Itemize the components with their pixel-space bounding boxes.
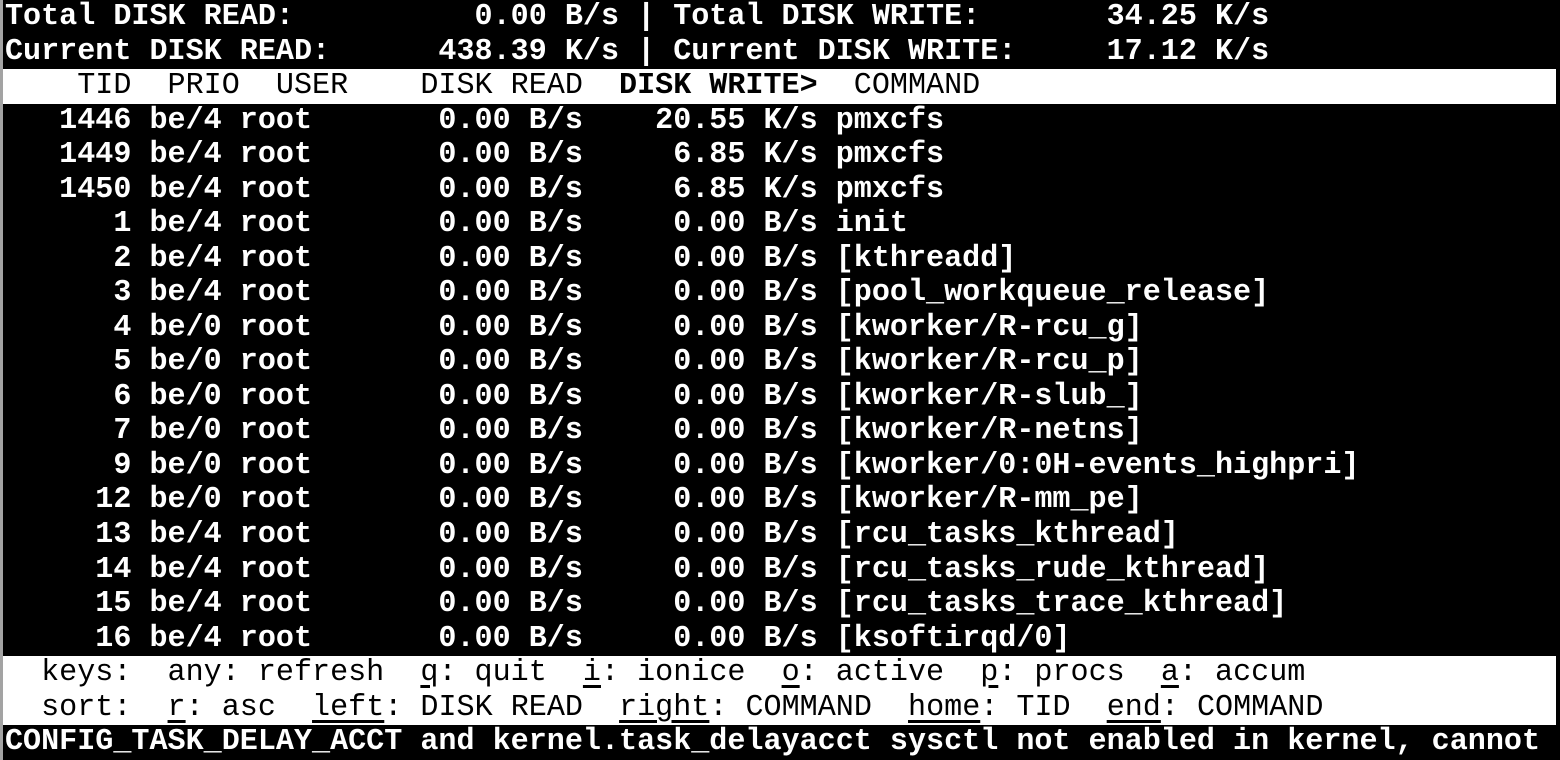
process-row: 5 be/0 root 0.00 B/s 0.00 B/s [kworker/R…	[5, 345, 1143, 380]
help-text: : DISK READ	[384, 690, 620, 725]
help-text: : procs	[998, 656, 1161, 691]
hotkey-right: right	[619, 690, 710, 725]
terminal-left-edge	[0, 0, 3, 760]
status-message-bar: CONFIG_TASK_DELAY_ACCT and kernel.task_d…	[5, 725, 1541, 760]
hotkey-p: p	[980, 656, 999, 691]
process-row: 1446 be/4 root 0.00 B/s 20.55 K/s pmxcfs	[5, 103, 945, 138]
help-text: : accum	[1178, 656, 1306, 691]
process-row: 2 be/4 root 0.00 B/s 0.00 B/s [kthreadd]	[5, 241, 1017, 276]
sort-help-bar: sort: r: asc left: DISK READ right: COMM…	[3, 690, 1556, 726]
help-text: : ionice	[600, 656, 782, 691]
help-text: keys: any: refresh	[5, 656, 421, 691]
process-row: 9 be/0 root 0.00 B/s 0.00 B/s [kworker/0…	[5, 448, 1360, 483]
process-row: 4 be/0 root 0.00 B/s 0.00 B/s [kworker/R…	[5, 310, 1143, 345]
hotkey-end: end	[1106, 690, 1161, 725]
process-row: 3 be/4 root 0.00 B/s 0.00 B/s [pool_work…	[5, 276, 1270, 311]
process-row: 6 be/0 root 0.00 B/s 0.00 B/s [kworker/R…	[5, 379, 1143, 414]
help-text: sort:	[5, 690, 168, 725]
header-columns-tid-prio-user-diskread: TID PRIO USER DISK READ	[5, 69, 620, 104]
hotkey-i: i	[582, 656, 601, 691]
process-table-body: 1446 be/4 root 0.00 B/s 20.55 K/s pmxcfs…	[3, 104, 1556, 657]
header-sort-column-disk-write: DISK WRITE>	[619, 69, 818, 104]
hotkey-o: o	[781, 656, 800, 691]
help-text: : COMMAND	[709, 690, 909, 725]
help-text: : TID	[980, 690, 1107, 725]
summary-line-total-disk-io: Total DISK READ: 0.00 B/s | Total DISK W…	[5, 0, 1270, 34]
header-column-command: COMMAND	[817, 69, 981, 104]
hotkey-left: left	[312, 690, 385, 725]
summary-line-current-disk-io: Current DISK READ: 438.39 K/s | Current …	[5, 34, 1270, 69]
iotop-terminal-screen: Total DISK READ: 0.00 B/s | Total DISK W…	[3, 0, 1556, 760]
process-row: 1450 be/4 root 0.00 B/s 6.85 K/s pmxcfs	[5, 172, 945, 207]
table-header-row: TID PRIO USER DISK READ DISK WRITE> COMM…	[3, 69, 1556, 104]
hotkey-r: r	[167, 690, 186, 725]
hotkey-home: home	[908, 690, 981, 725]
help-text: : quit	[438, 656, 583, 691]
process-row: 15 be/4 root 0.00 B/s 0.00 B/s [rcu_task…	[5, 587, 1288, 622]
help-text: : active	[799, 656, 981, 691]
process-row: 1449 be/4 root 0.00 B/s 6.85 K/s pmxcfs	[5, 138, 945, 173]
process-row: 14 be/4 root 0.00 B/s 0.00 B/s [rcu_task…	[5, 552, 1270, 587]
process-row: 12 be/0 root 0.00 B/s 0.00 B/s [kworker/…	[5, 483, 1143, 518]
process-row: 7 be/0 root 0.00 B/s 0.00 B/s [kworker/R…	[5, 414, 1143, 449]
hotkey-q: q	[420, 656, 439, 691]
keys-help-bar: keys: any: refresh q: quit i: ionice o: …	[3, 656, 1556, 691]
process-row: 16 be/4 root 0.00 B/s 0.00 B/s [ksoftirq…	[5, 621, 1071, 656]
process-row: 1 be/4 root 0.00 B/s 0.00 B/s init	[5, 207, 908, 242]
help-text: : asc	[185, 690, 313, 725]
process-row: 13 be/4 root 0.00 B/s 0.00 B/s [rcu_task…	[5, 517, 1179, 552]
help-text: : COMMAND	[1160, 690, 1324, 725]
hotkey-a: a	[1160, 656, 1179, 691]
